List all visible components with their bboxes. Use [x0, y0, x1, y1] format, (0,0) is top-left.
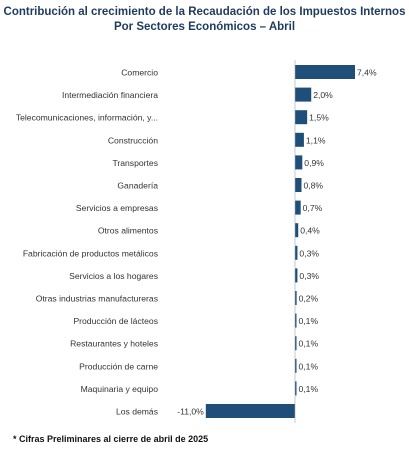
category-label: Restaurantes y hoteles [70, 339, 158, 349]
chart-title-line-2: Por Sectores Económicos – Abril [113, 21, 296, 33]
data-label: -11,0% [177, 407, 204, 417]
category-label: Fabricación de productos metálicos [23, 248, 158, 258]
category-label: Producción de carne [79, 361, 158, 371]
data-label: 0,4% [300, 226, 320, 236]
bar [205, 404, 295, 418]
data-label: 0,8% [303, 181, 323, 191]
data-label: 0,3% [299, 271, 319, 281]
data-label: 0,1% [299, 316, 319, 326]
data-label: 0,1% [299, 339, 319, 349]
bar [295, 200, 301, 215]
data-label: 0,1% [299, 361, 319, 371]
chart-title-line-1: Contribución al crecimiento de la Recaud… [3, 6, 406, 18]
bar [295, 155, 303, 170]
category-label: Otras industrias manufactureras [36, 294, 158, 304]
data-label: 2,0% [313, 90, 333, 100]
category-label: Servicios a empresas [76, 203, 158, 213]
bar [295, 381, 297, 396]
category-label: Producción de lácteos [73, 316, 158, 326]
bar [295, 223, 299, 238]
bar [295, 268, 298, 283]
bar [295, 291, 297, 305]
data-label: 0,9% [304, 158, 324, 168]
bar [295, 110, 308, 125]
category-label: Comercio [121, 68, 158, 78]
category-label: Transportes [112, 158, 158, 168]
bar [295, 65, 355, 79]
bar [295, 87, 312, 102]
data-label: 0,3% [299, 248, 319, 258]
category-label: Los demás [116, 407, 158, 417]
category-label: Otros alimentos [98, 226, 158, 236]
category-label: Telecomunicaciones, información, y... [16, 113, 158, 123]
data-label: 0,1% [299, 384, 319, 394]
category-label: Ganadería [117, 181, 158, 191]
data-label: 7,4% [357, 68, 377, 78]
bar [295, 313, 297, 328]
data-label: 1,5% [309, 113, 329, 123]
bar [295, 245, 298, 260]
data-label: 0,2% [299, 294, 319, 304]
bar [295, 132, 304, 147]
category-label: Intermediación financiera [62, 90, 158, 100]
bar [295, 336, 297, 351]
data-label: 0,7% [303, 203, 323, 213]
chart-title: Contribución al crecimiento de la Recaud… [0, 5, 409, 35]
category-label: Maquinaria y equipo [81, 384, 159, 394]
bar [295, 178, 302, 192]
category-label: Servicios a los hogares [69, 271, 158, 281]
category-label: Construcción [108, 135, 158, 145]
data-label: 1,1% [306, 135, 326, 145]
footnote: * Cifras Preliminares al cierre de abril… [13, 434, 209, 444]
bar [295, 358, 297, 373]
